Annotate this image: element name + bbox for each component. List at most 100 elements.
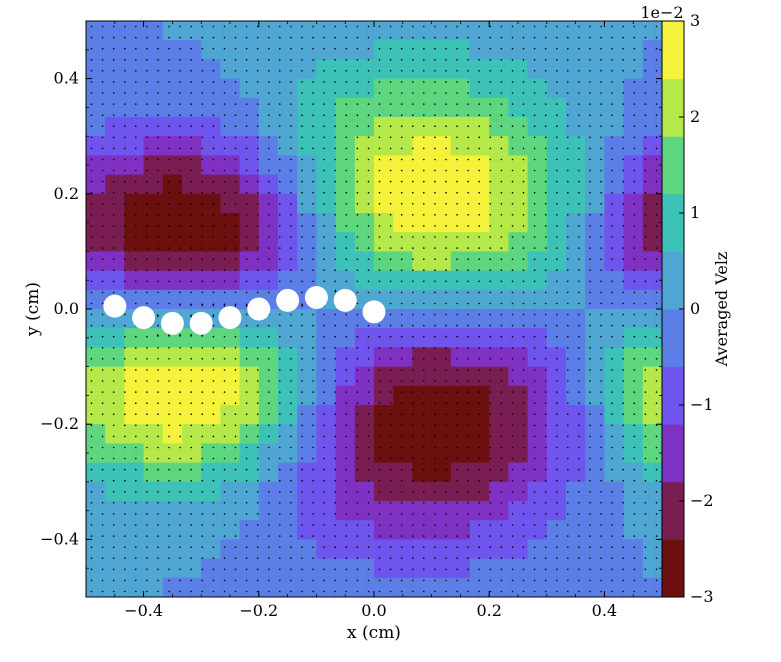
- heatmap-cell: [623, 481, 644, 502]
- quiver-dot: [578, 369, 580, 371]
- heatmap-cell: [585, 462, 605, 483]
- quiver-dot: [445, 158, 447, 161]
- quiver-dot: [622, 557, 624, 559]
- quiver-dot: [290, 169, 292, 172]
- heatmap-cell: [143, 270, 164, 291]
- quiver-dot: [567, 247, 569, 249]
- quiver-dot: [389, 391, 392, 393]
- quiver-dot: [223, 424, 226, 427]
- quiver-dot: [544, 435, 547, 438]
- quiver-dot: [378, 214, 381, 216]
- heatmap-cell: [354, 347, 375, 368]
- quiver-dot: [312, 369, 314, 371]
- quiver-dot: [268, 579, 270, 582]
- quiver-dot: [135, 579, 137, 582]
- quiver-dot: [301, 557, 303, 559]
- quiver-dot: [179, 247, 181, 249]
- quiver-dot: [279, 236, 281, 238]
- quiver-dot: [168, 347, 170, 349]
- quiver-dot: [334, 347, 337, 349]
- quiver-dot: [301, 479, 303, 482]
- quiver-dot: [290, 203, 292, 205]
- quiver-dot: [556, 358, 558, 360]
- quiver-dot: [201, 258, 204, 261]
- quiver-dot: [456, 335, 458, 338]
- quiver-dot: [533, 147, 536, 150]
- quiver-dot: [511, 169, 514, 172]
- heatmap-cell: [585, 289, 605, 310]
- quiver-dot: [467, 446, 470, 449]
- quiver-dot: [201, 347, 204, 349]
- quiver-dot: [279, 225, 281, 227]
- quiver-dot: [146, 114, 148, 116]
- quiver-dot: [223, 247, 226, 249]
- quiver-dot: [201, 546, 204, 548]
- heatmap-cell: [623, 193, 644, 214]
- quiver-dot: [356, 225, 359, 227]
- quiver-arrowhead: [223, 304, 226, 307]
- quiver-dot: [467, 291, 470, 294]
- quiver-dot: [146, 369, 148, 371]
- quiver-dot: [345, 280, 348, 283]
- heatmap-cell: [297, 347, 317, 368]
- quiver-dot: [268, 70, 270, 72]
- quiver-dot: [234, 47, 237, 50]
- quiver-dot: [101, 446, 104, 449]
- quiver-dot: [412, 214, 414, 216]
- quiver-dot: [600, 169, 602, 172]
- quiver-dot: [268, 424, 270, 427]
- quiver-dot: [367, 358, 370, 360]
- quiver-dot: [245, 47, 248, 50]
- heatmap-cell: [412, 21, 433, 41]
- quiver-dot: [522, 169, 525, 172]
- quiver-dot: [622, 502, 624, 504]
- quiver-dot: [245, 457, 248, 460]
- heatmap-cell: [354, 213, 375, 233]
- heatmap-cell: [623, 577, 644, 597]
- quiver-dot: [611, 313, 613, 316]
- quiver-dot: [345, 180, 348, 183]
- quiver-dot: [135, 180, 137, 183]
- quiver-dot: [445, 457, 447, 460]
- quiver-dot: [467, 324, 470, 327]
- quiver-dot: [356, 214, 359, 216]
- quiver-dot: [489, 369, 492, 371]
- quiver-dot: [556, 291, 558, 294]
- quiver-dot: [290, 125, 292, 127]
- quiver-dot: [423, 180, 425, 183]
- quiver-dot: [157, 391, 159, 393]
- quiver-dot: [201, 125, 204, 127]
- quiver-dot: [157, 380, 159, 382]
- quiver-dot: [223, 103, 226, 105]
- quiver-dot: [124, 81, 126, 83]
- quiver-dot: [622, 524, 624, 526]
- quiver-dot: [533, 258, 536, 261]
- heatmap-cell: [623, 520, 644, 540]
- quiver-dot: [334, 36, 337, 39]
- quiver-dot: [190, 513, 192, 515]
- heatmap-cell: [124, 251, 145, 272]
- quiver-dot: [600, 136, 602, 139]
- quiver-dot: [423, 457, 425, 460]
- quiver-dot: [400, 47, 403, 50]
- quiver-dot: [135, 402, 137, 405]
- quiver-dot: [168, 546, 170, 548]
- quiver-dot: [434, 457, 436, 460]
- quiver-dot: [389, 513, 392, 515]
- quiver-dot: [124, 335, 126, 338]
- quiver-dot: [112, 457, 115, 460]
- quiver-dot: [179, 81, 181, 83]
- quiver-dot: [556, 491, 558, 493]
- quiver-dot: [655, 380, 658, 382]
- quiver-dot: [533, 590, 536, 593]
- quiver-dot: [544, 147, 547, 150]
- quiver-dot: [544, 535, 547, 537]
- quiver-dot: [489, 324, 492, 327]
- quiver-dot: [179, 103, 181, 105]
- heatmap-cell: [585, 193, 605, 214]
- heatmap-cell: [566, 232, 586, 252]
- quiver-dot: [290, 568, 292, 571]
- quiver-dot: [135, 513, 137, 515]
- quiver-dot: [478, 302, 481, 305]
- quiver-dot: [434, 479, 436, 482]
